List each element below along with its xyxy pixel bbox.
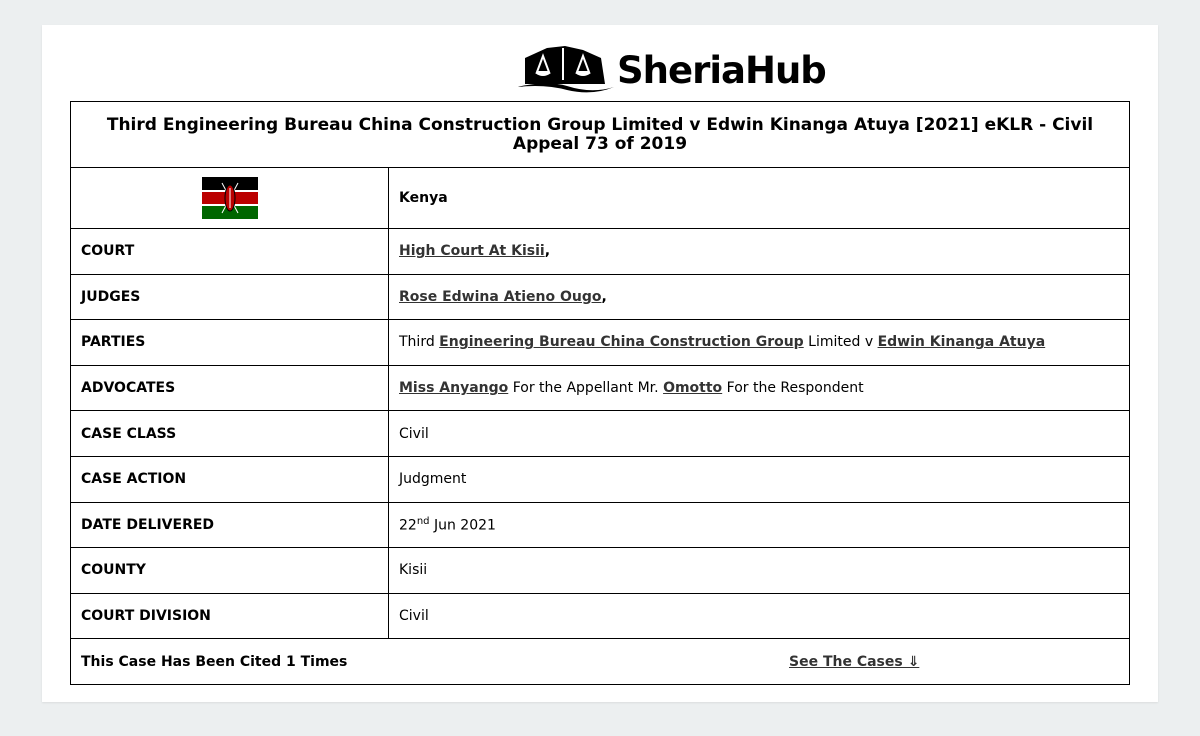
case-class-value: Civil (388, 410, 1130, 457)
advocate-link-appellant[interactable]: Miss Anyango (399, 380, 509, 397)
court-link[interactable]: High Court At Kisii (399, 243, 545, 260)
case-title: Third Engineering Bureau China Construct… (70, 101, 1130, 168)
judge-link[interactable]: Rose Edwina Atieno Ougo (399, 288, 602, 305)
case-card: SheriaHub Third Engineering Bureau China… (42, 25, 1158, 702)
party-link-respondent[interactable]: Edwin Kinanga Atuya (877, 334, 1046, 351)
citation-count: This Case Has Been Cited 1 Times (81, 653, 348, 670)
parties-label: PARTIES (70, 319, 389, 366)
sheriahub-logo[interactable]: SheriaHub (517, 44, 827, 94)
county-value: Kisii (388, 547, 1130, 594)
see-cases-link[interactable]: See The Cases ⇓ (789, 653, 920, 670)
case-action-label: CASE ACTION (70, 455, 389, 503)
court-division-value: Civil (388, 592, 1130, 640)
scales-of-justice-house-icon (517, 46, 614, 93)
case-action-value: Judgment (388, 455, 1130, 503)
court-division-label: COURT DIVISION (70, 592, 389, 640)
date-delivered-label: DATE DELIVERED (70, 501, 389, 549)
date-delivered-value: 22nd Jun 2021 (388, 501, 1130, 549)
case-details-table: Third Engineering Bureau China Construct… (70, 101, 1130, 685)
county-label: COUNTY (70, 547, 389, 594)
court-label: COURT (70, 228, 389, 275)
case-class-label: CASE CLASS (70, 410, 389, 457)
judges-label: JUDGES (70, 273, 389, 321)
kenya-flag-icon (201, 177, 258, 219)
advocate-link-respondent[interactable]: Omotto (663, 380, 723, 397)
party-link-appellant[interactable]: Engineering Bureau China Construction Gr… (439, 334, 804, 351)
country-name: Kenya (388, 167, 1130, 229)
advocates-label: ADVOCATES (70, 364, 389, 412)
brand-name: SheriaHub (617, 48, 827, 92)
